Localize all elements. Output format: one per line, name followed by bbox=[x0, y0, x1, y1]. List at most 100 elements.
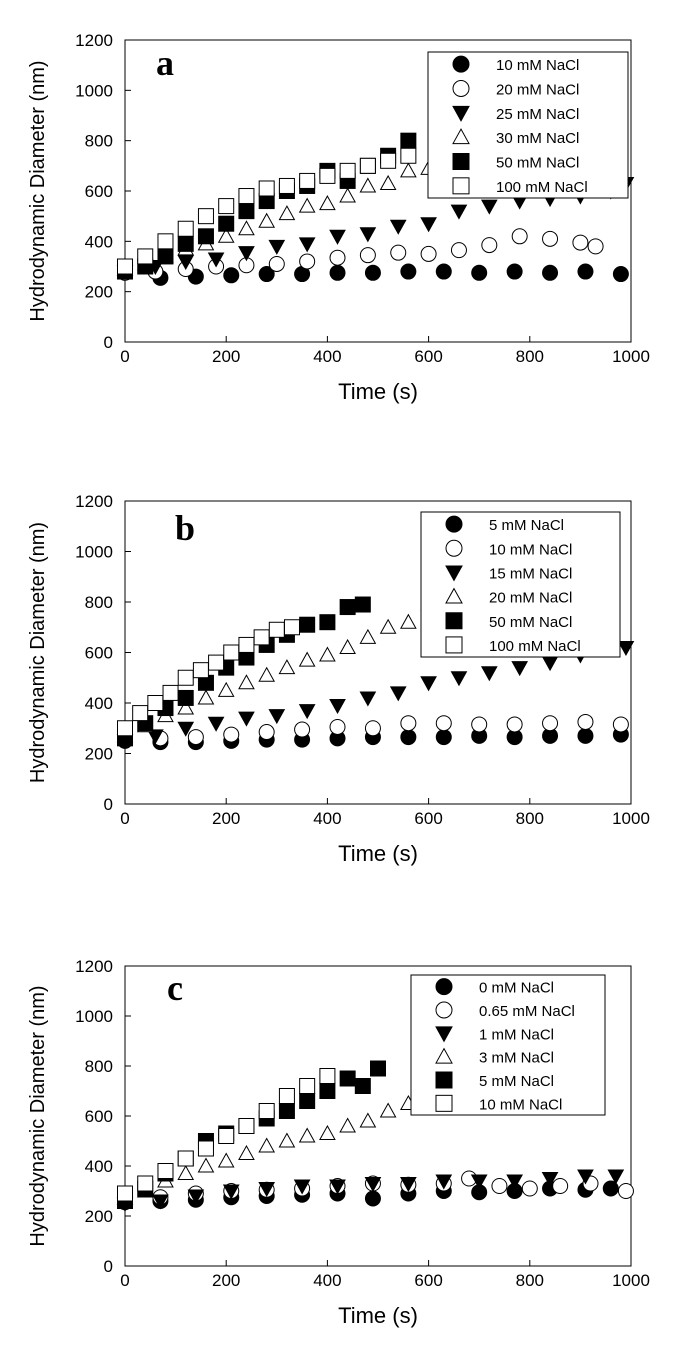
legend-label: 25 mM NaCl bbox=[496, 106, 579, 123]
legend-marker bbox=[452, 80, 470, 97]
data-point bbox=[354, 596, 371, 613]
data-point bbox=[435, 729, 452, 746]
data-point bbox=[238, 220, 255, 236]
data-point bbox=[364, 1190, 381, 1207]
legend-marker bbox=[445, 539, 463, 557]
data-point bbox=[177, 1150, 194, 1167]
legend-label: 5 mM NaCl bbox=[489, 517, 564, 534]
data-point bbox=[420, 676, 437, 692]
data-point bbox=[268, 255, 285, 272]
data-point bbox=[480, 199, 498, 215]
x-tick-label: 200 bbox=[212, 1271, 240, 1290]
data-point bbox=[293, 1179, 311, 1195]
data-point bbox=[238, 711, 255, 727]
data-point bbox=[612, 716, 629, 733]
data-point bbox=[278, 659, 296, 675]
y-tick-label: 1200 bbox=[75, 31, 113, 50]
data-point bbox=[268, 239, 286, 255]
data-point bbox=[218, 198, 235, 215]
data-point bbox=[258, 724, 275, 741]
data-point bbox=[177, 220, 194, 237]
data-point bbox=[506, 263, 523, 280]
data-point bbox=[364, 1177, 382, 1193]
legend-marker bbox=[445, 515, 463, 533]
data-point bbox=[132, 705, 149, 722]
data-point bbox=[197, 1140, 214, 1157]
data-point bbox=[471, 264, 488, 281]
data-point bbox=[359, 1112, 377, 1128]
legend-marker bbox=[435, 1047, 453, 1064]
data-point bbox=[299, 1078, 316, 1094]
x-tick-label: 1000 bbox=[612, 347, 650, 366]
y-tick-label: 200 bbox=[85, 283, 113, 302]
data-point bbox=[400, 1177, 417, 1193]
data-point bbox=[298, 197, 316, 213]
data-point bbox=[389, 686, 407, 702]
data-point bbox=[278, 177, 295, 194]
legend-marker bbox=[445, 565, 463, 582]
data-point bbox=[577, 263, 594, 280]
data-point bbox=[400, 132, 417, 149]
data-point bbox=[238, 674, 255, 690]
data-point bbox=[587, 238, 604, 255]
data-point bbox=[542, 715, 559, 732]
data-point bbox=[359, 247, 376, 264]
x-tick-label: 1000 bbox=[612, 1271, 650, 1290]
y-tick-label: 400 bbox=[85, 232, 113, 251]
y-tick-label: 200 bbox=[85, 1207, 113, 1226]
data-point bbox=[217, 681, 235, 697]
x-tick-label: 0 bbox=[120, 809, 129, 828]
data-point bbox=[359, 227, 377, 243]
data-point bbox=[162, 684, 179, 701]
y-tick-label: 400 bbox=[85, 1157, 113, 1176]
data-point bbox=[577, 1169, 594, 1185]
legend-marker bbox=[445, 612, 463, 630]
data-point bbox=[223, 267, 240, 284]
data-point bbox=[370, 1060, 386, 1077]
data-point bbox=[506, 716, 523, 733]
panel-label: a bbox=[156, 43, 174, 83]
data-point bbox=[329, 718, 346, 735]
legend-label: 10 mM NaCl bbox=[489, 541, 572, 558]
data-point bbox=[339, 1070, 356, 1087]
data-point bbox=[379, 174, 397, 190]
data-point bbox=[283, 619, 300, 636]
data-point bbox=[299, 616, 316, 633]
data-point bbox=[218, 215, 235, 232]
legend-marker bbox=[435, 1071, 453, 1089]
data-point bbox=[177, 235, 194, 252]
data-point bbox=[278, 1103, 295, 1119]
legend-marker bbox=[452, 128, 470, 145]
data-point bbox=[617, 1183, 634, 1199]
data-point bbox=[258, 212, 276, 228]
legend-label: 10 mM NaCl bbox=[496, 57, 579, 74]
data-point bbox=[218, 1128, 235, 1144]
data-point bbox=[379, 1102, 397, 1118]
data-point bbox=[192, 662, 209, 679]
data-point bbox=[298, 704, 316, 720]
data-point bbox=[470, 1174, 488, 1190]
legend-marker bbox=[445, 636, 463, 654]
data-point bbox=[217, 227, 235, 243]
legend-marker bbox=[435, 1094, 453, 1112]
y-tick-label: 1200 bbox=[75, 492, 113, 511]
data-point bbox=[319, 1068, 336, 1084]
x-tick-label: 0 bbox=[120, 1271, 129, 1290]
data-point bbox=[294, 721, 311, 738]
data-point bbox=[177, 1164, 195, 1180]
legend-marker bbox=[435, 978, 453, 996]
x-tick-label: 400 bbox=[313, 1271, 341, 1290]
y-tick-label: 800 bbox=[85, 132, 113, 151]
legend-label: 0 mM NaCl bbox=[479, 980, 554, 997]
y-tick-label: 0 bbox=[104, 333, 113, 352]
data-point bbox=[258, 666, 276, 682]
data-point bbox=[278, 1088, 295, 1104]
data-point bbox=[617, 640, 635, 656]
data-point bbox=[117, 258, 133, 275]
data-point bbox=[157, 233, 174, 250]
y-tick-label: 200 bbox=[85, 745, 113, 764]
data-point bbox=[319, 1083, 336, 1099]
data-point bbox=[389, 219, 407, 235]
